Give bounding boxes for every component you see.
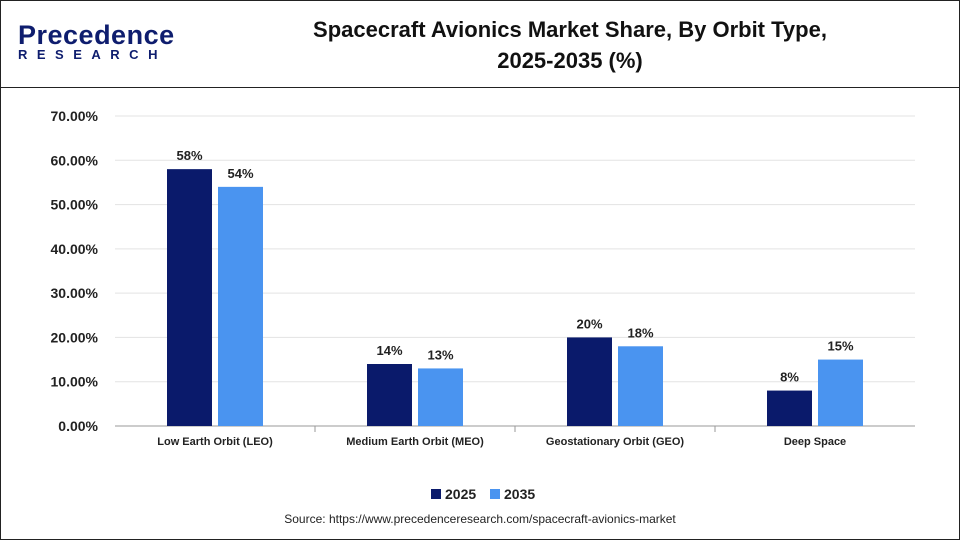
x-tick-label: Deep Space [784, 436, 846, 448]
bar-2035 [418, 368, 463, 426]
x-tick-label: Geostationary Orbit (GEO) [546, 436, 684, 448]
chart-title: Spacecraft Avionics Market Share, By Orb… [240, 14, 900, 76]
data-label: 15% [827, 339, 853, 354]
y-tick-label: 70.00% [51, 108, 99, 124]
logo: Precedence RESEARCH [18, 20, 175, 62]
data-label: 20% [576, 316, 602, 331]
bar-2035 [218, 186, 263, 426]
data-label: 58% [176, 148, 202, 163]
y-tick-label: 60.00% [51, 152, 99, 168]
x-tick-label: Low Earth Orbit (LEO) [157, 436, 273, 448]
data-label: 14% [376, 343, 402, 358]
data-label: 54% [227, 166, 253, 181]
data-label: 13% [427, 347, 453, 362]
source-text: Source: https://www.precedenceresearch.c… [284, 512, 676, 526]
title-line-1: Spacecraft Avionics Market Share, By Orb… [313, 17, 827, 42]
x-tick-label: Medium Earth Orbit (MEO) [346, 436, 484, 448]
y-tick-label: 30.00% [51, 285, 99, 301]
legend-label: 2035 [504, 486, 535, 502]
legend-swatch [431, 489, 441, 499]
data-label: 18% [627, 325, 653, 340]
data-label: 8% [780, 370, 799, 385]
bar-2025 [767, 390, 812, 426]
legend-swatch [490, 489, 500, 499]
y-tick-label: 10.00% [51, 374, 99, 390]
bar-2035 [618, 346, 663, 426]
bar-2025 [367, 364, 412, 426]
logo-subtext: RESEARCH [18, 47, 167, 62]
header-divider [0, 87, 960, 88]
logo-text: Precedence [18, 20, 175, 50]
legend-label: 2025 [445, 486, 476, 502]
y-tick-label: 0.00% [58, 418, 98, 434]
y-tick-label: 20.00% [51, 329, 99, 345]
title-line-2: 2025-2035 (%) [497, 48, 643, 73]
bar-2025 [567, 337, 612, 426]
bar-2035 [818, 359, 863, 426]
y-tick-label: 50.00% [51, 197, 99, 213]
bar-2025 [167, 169, 212, 426]
y-tick-label: 40.00% [51, 241, 99, 257]
